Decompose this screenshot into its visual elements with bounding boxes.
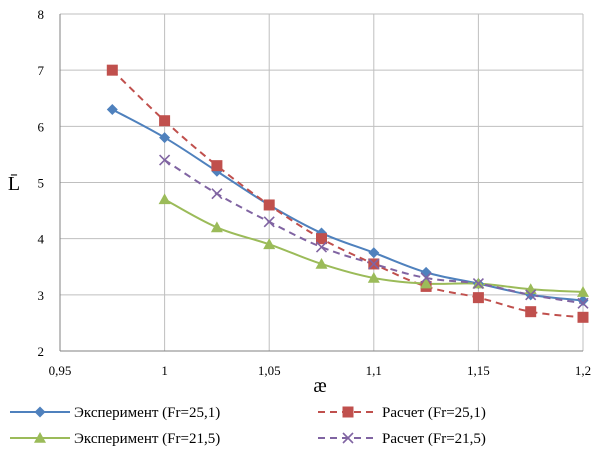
data-point xyxy=(158,193,171,205)
data-point xyxy=(316,233,327,245)
data-point xyxy=(420,272,432,284)
data-point xyxy=(211,160,223,172)
data-point xyxy=(263,238,276,250)
legend: Эксперимент (Fr=25,1) Расчет (Fr=25,1) Экс… xyxy=(10,405,486,447)
tick-labels: 0,95 1 1,05 1,1 1,15 1,2 2 3 4 5 6 7 8 xyxy=(38,7,592,378)
x-tick-label: 1,05 xyxy=(258,363,281,378)
data-point xyxy=(368,258,380,270)
data-point xyxy=(211,188,223,200)
legend-marker xyxy=(34,432,46,443)
series-markers xyxy=(106,64,589,323)
data-point xyxy=(106,103,118,115)
legend-label: Расчет (Fr=21,5) xyxy=(382,431,486,447)
y-axis-title: L̄ xyxy=(8,173,20,195)
legend-item-2: Расчет (Fr=25,1) xyxy=(318,405,486,421)
x-tick-label: 1 xyxy=(161,363,168,378)
series-line-2 xyxy=(111,69,584,319)
legend-item-3: Эксперимент (Fr=21,5) xyxy=(10,431,220,447)
legend-marker xyxy=(342,406,354,418)
data-point xyxy=(106,64,118,76)
data-point xyxy=(315,257,328,269)
gridlines xyxy=(59,13,584,352)
data-point xyxy=(577,311,589,323)
y-tick-label: 4 xyxy=(38,232,45,247)
legend-label: Эксперимент (Fr=25,1) xyxy=(74,405,220,421)
y-tick-label: 3 xyxy=(38,288,45,303)
x-tick-label: 1,1 xyxy=(366,363,382,378)
y-tick-label: 8 xyxy=(38,7,45,22)
data-point xyxy=(159,154,171,166)
data-point xyxy=(577,294,589,306)
data-point xyxy=(525,306,537,318)
legend-label: Расчет (Fr=25,1) xyxy=(382,405,486,421)
x-tick-label: 1,15 xyxy=(467,363,490,378)
x-tick-label: 0,95 xyxy=(49,363,72,378)
data-point xyxy=(315,241,328,253)
data-point xyxy=(525,289,537,301)
data-point xyxy=(472,278,484,290)
y-tick-label: 5 xyxy=(38,176,45,191)
data-point xyxy=(577,286,589,297)
legend-item-4: Расчет (Fr=21,5) xyxy=(318,431,486,447)
legend-marker xyxy=(34,406,46,418)
data-point xyxy=(367,271,380,283)
data-point xyxy=(159,132,171,144)
data-point xyxy=(368,247,380,259)
legend-marker xyxy=(342,432,354,444)
data-point xyxy=(263,216,275,228)
y-tick-label: 2 xyxy=(38,344,45,359)
data-point xyxy=(263,199,275,211)
data-point xyxy=(420,277,433,289)
x-tick-label: 1,2 xyxy=(575,363,591,378)
x-axis-title: æ xyxy=(313,375,326,397)
y-tick-label: 7 xyxy=(38,63,45,78)
legend-item-1: Эксперимент (Fr=25,1) xyxy=(10,405,220,421)
legend-label: Эксперимент (Fr=21,5) xyxy=(74,431,220,447)
data-point xyxy=(159,115,171,127)
y-tick-label: 6 xyxy=(38,119,45,134)
data-point xyxy=(210,221,223,233)
data-point xyxy=(472,292,484,304)
axes xyxy=(59,14,583,352)
series-line-1 xyxy=(111,108,584,302)
data-point xyxy=(577,297,589,309)
